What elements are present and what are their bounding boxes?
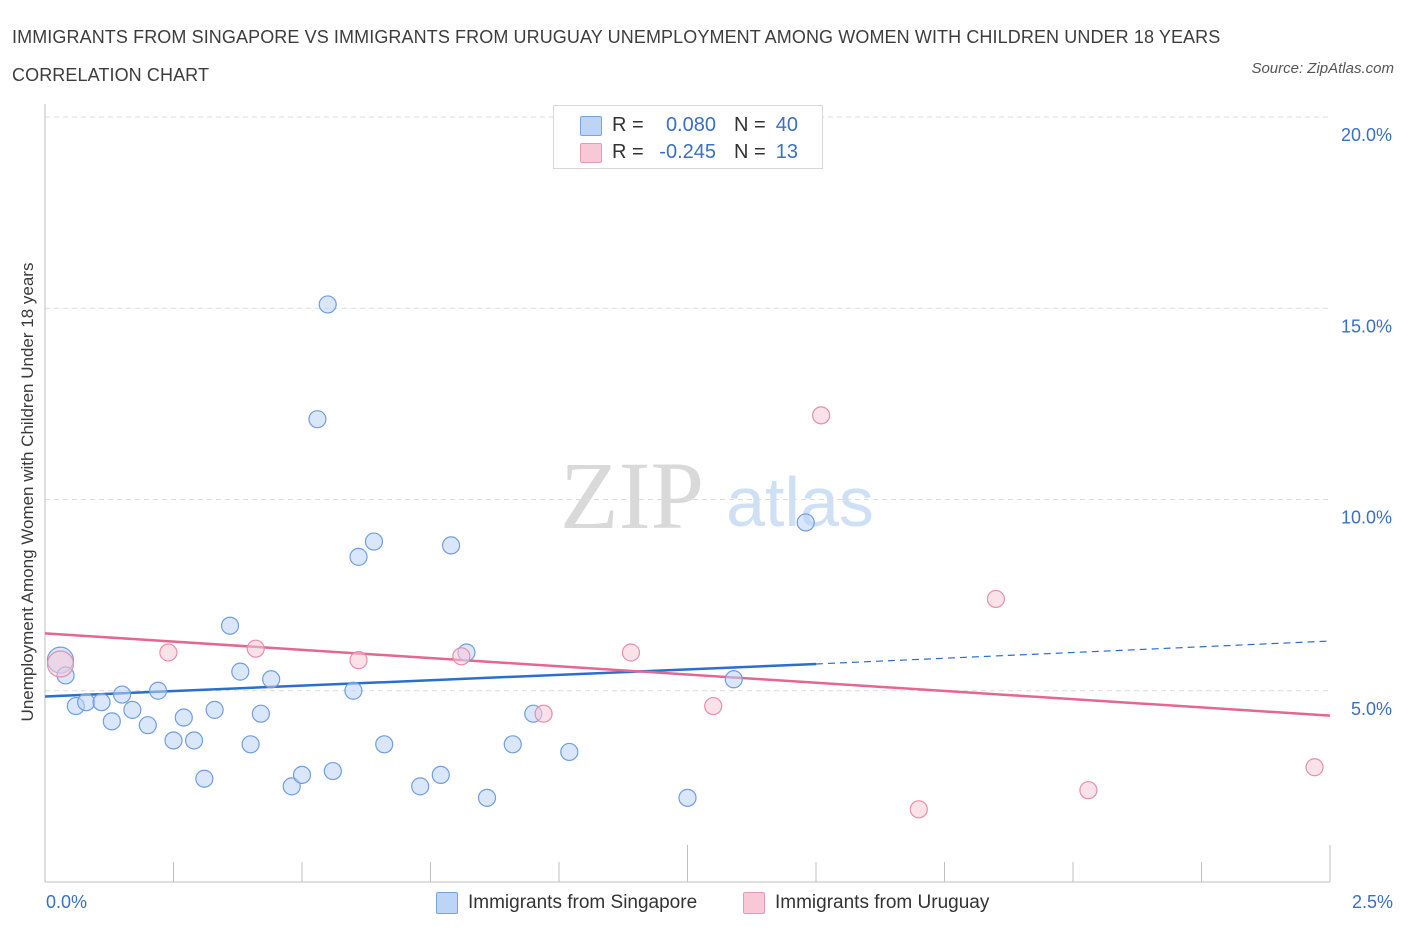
- legend-n-value-singapore: 40: [775, 114, 798, 136]
- point-uruguay: [349, 651, 368, 670]
- point-uruguay: [246, 639, 265, 658]
- point-uruguay: [46, 650, 75, 678]
- y-tick-label: 5.0%: [1351, 699, 1392, 719]
- point-singapore: [112, 685, 132, 704]
- series-swatch-singapore: [436, 892, 458, 914]
- point-singapore: [205, 700, 224, 719]
- legend-swatch-singapore: [580, 116, 602, 136]
- point-singapore: [503, 735, 522, 754]
- legend-row-singapore: R = 0.080 N = 40: [554, 112, 822, 138]
- point-singapore: [349, 547, 368, 566]
- point-singapore: [411, 777, 430, 796]
- y-tick-label: 15.0%: [1341, 316, 1392, 336]
- trend-line-singapore-extension: [815, 640, 1331, 665]
- legend-r-value-singapore: 0.080: [665, 114, 716, 136]
- point-singapore: [138, 716, 157, 735]
- x-tick-label: 2.5%: [1352, 892, 1393, 912]
- point-singapore: [282, 777, 301, 796]
- legend-r-label: R =: [612, 141, 644, 163]
- point-singapore: [123, 700, 142, 719]
- point-singapore: [220, 616, 240, 635]
- point-singapore: [77, 693, 96, 712]
- point-singapore: [241, 735, 260, 754]
- series-label-singapore: Immigrants from Singapore: [468, 892, 698, 913]
- series-swatch-uruguay: [743, 892, 765, 914]
- point-singapore: [308, 410, 327, 429]
- point-uruguay: [704, 696, 723, 716]
- point-uruguay: [1079, 781, 1098, 800]
- point-singapore: [375, 735, 394, 754]
- watermark: ZIP atlas: [560, 442, 874, 549]
- point-uruguay: [534, 704, 553, 723]
- x-tick-label: 0.0%: [46, 892, 87, 912]
- point-singapore: [431, 765, 450, 785]
- point-singapore: [477, 788, 497, 807]
- point-singapore: [364, 532, 384, 551]
- point-uruguay: [452, 647, 471, 666]
- point-singapore: [148, 681, 168, 700]
- point-uruguay: [986, 589, 1006, 609]
- point-singapore: [164, 731, 183, 750]
- point-uruguay: [909, 800, 928, 819]
- point-singapore: [560, 742, 579, 762]
- point-uruguay: [812, 406, 831, 425]
- point-singapore: [292, 765, 312, 785]
- stats-legend: R = 0.080 N = 40 R = -0.245 N = 13: [553, 105, 823, 169]
- y-tick-label: 10.0%: [1341, 508, 1392, 528]
- legend-r-label: R =: [612, 114, 644, 136]
- chart-title: IMMIGRANTS FROM SINGAPORE VS IMMIGRANTS …: [12, 27, 1221, 85]
- series-label-uruguay: Immigrants from Uruguay: [775, 892, 990, 913]
- legend-swatch-uruguay: [580, 143, 602, 163]
- trend-line-singapore: [44, 662, 817, 698]
- y-tick-label: 20.0%: [1341, 125, 1392, 145]
- point-singapore: [318, 295, 337, 314]
- legend-r-value-uruguay: -0.245: [659, 141, 716, 163]
- point-uruguay: [1305, 758, 1324, 777]
- point-singapore: [323, 761, 342, 781]
- point-singapore: [184, 731, 204, 750]
- point-uruguay: [621, 643, 641, 662]
- point-singapore: [678, 788, 697, 807]
- legend-n-label: N =: [734, 141, 766, 163]
- legend-row-uruguay: R = -0.245 N = 13: [554, 139, 822, 165]
- point-singapore: [195, 769, 214, 788]
- watermark-zip: ZIP: [560, 442, 704, 549]
- point-singapore: [174, 708, 193, 727]
- legend-n-label: N =: [734, 114, 766, 136]
- point-singapore: [441, 536, 461, 555]
- legend-n-value-uruguay: 13: [775, 141, 798, 163]
- point-singapore: [231, 662, 250, 681]
- source-note: Source: ZipAtlas.com: [1251, 60, 1394, 77]
- point-uruguay: [159, 643, 178, 662]
- point-singapore: [92, 693, 111, 712]
- point-singapore: [796, 513, 815, 532]
- point-singapore: [251, 704, 270, 723]
- point-singapore: [102, 712, 121, 731]
- point-singapore: [344, 681, 363, 700]
- point-singapore: [262, 670, 281, 689]
- point-singapore: [724, 670, 743, 689]
